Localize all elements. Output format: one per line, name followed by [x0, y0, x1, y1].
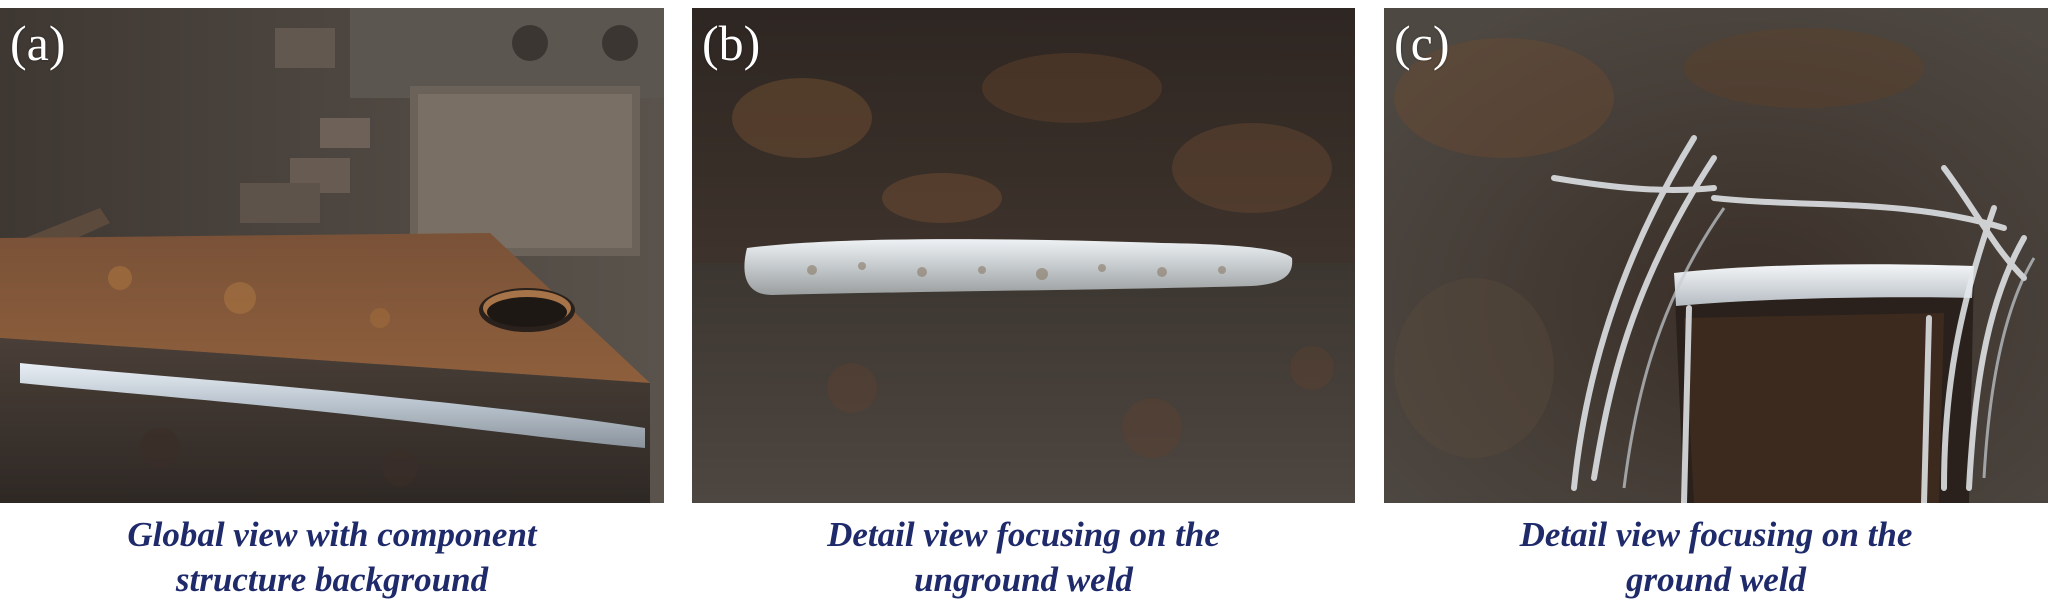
panel-label-c: (c) — [1394, 15, 1450, 71]
caption-c-line1: Detail view focusing on the — [1519, 515, 1913, 554]
caption-panel-c: Detail view focusing on the ground weld — [1384, 512, 2048, 602]
photo-global-view — [0, 8, 664, 503]
photo-panel-c: (c) — [1384, 8, 2048, 503]
caption-b-line1: Detail view focusing on the — [827, 515, 1220, 554]
photo-unground-weld — [692, 8, 1355, 503]
caption-c-line2: ground weld — [1626, 560, 1806, 599]
photo-panel-b: (b) — [692, 8, 1355, 503]
caption-panel-b: Detail view focusing on the unground wel… — [692, 512, 1355, 602]
panel-label-a: (a) — [10, 15, 66, 71]
panel-label-b: (b) — [702, 15, 761, 71]
photo-panel-a: (a) — [0, 8, 664, 503]
caption-panel-a: Global view with component structure bac… — [0, 512, 664, 602]
caption-a-line2: structure background — [175, 560, 489, 599]
caption-a-line1: Global view with component — [127, 515, 537, 554]
photo-ground-weld — [1384, 8, 2048, 503]
caption-b-line2: unground weld — [914, 560, 1133, 599]
